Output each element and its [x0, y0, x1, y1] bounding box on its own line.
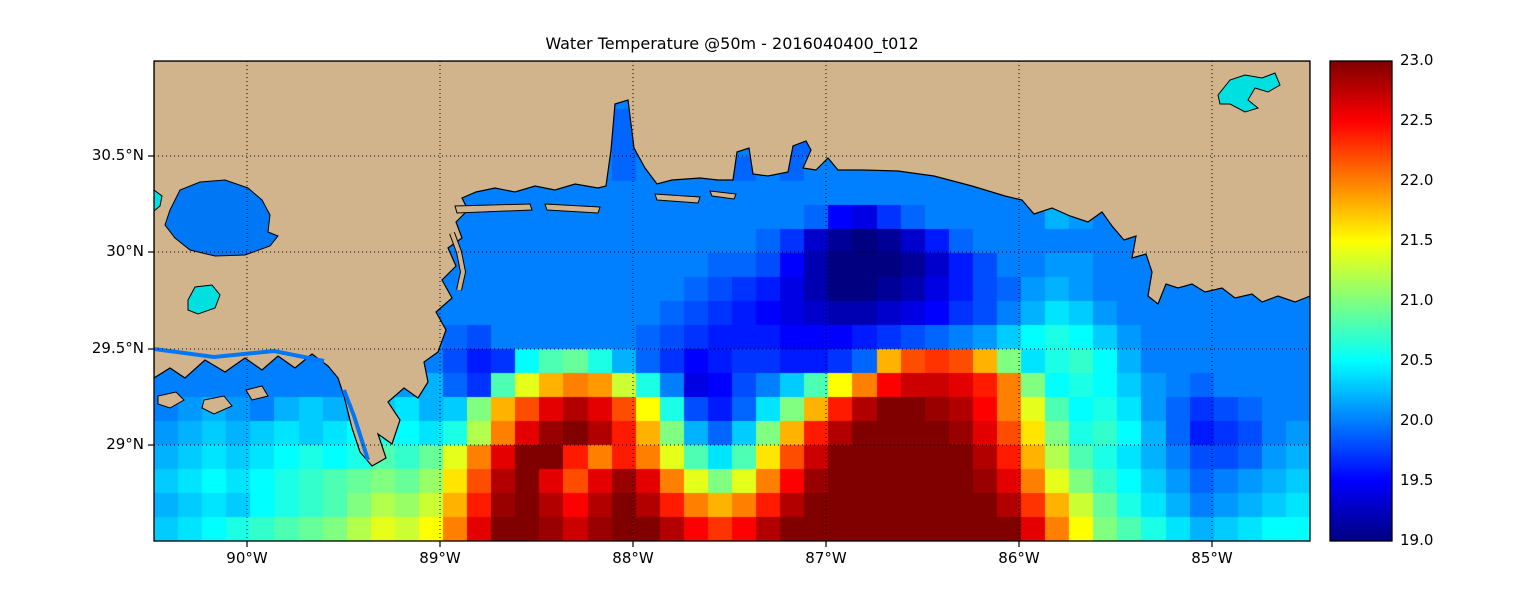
x-tick-label: 86°W — [998, 549, 1040, 567]
colorbar-tick-label: 19.0 — [1400, 531, 1434, 549]
x-tick-label: 90°W — [226, 549, 268, 567]
x-tick-label: 88°W — [612, 549, 654, 567]
colorbar-tick-label: 20.0 — [1400, 411, 1434, 429]
colorbar-tick-label: 22.0 — [1400, 171, 1434, 189]
heatmap-canvas — [154, 61, 1310, 541]
x-tick-label: 85°W — [1191, 549, 1233, 567]
colorbar-tick-label: 19.5 — [1400, 471, 1434, 489]
colorbar — [1330, 61, 1392, 541]
y-tick-label: 29°N — [106, 435, 144, 453]
y-tick-label: 30.5°N — [91, 146, 144, 164]
colorbar-tick-label: 20.5 — [1400, 351, 1434, 369]
chart-title: Water Temperature @50m - 2016040400_t012 — [545, 34, 919, 53]
colorbar-tick-label: 23.0 — [1400, 51, 1434, 69]
y-tick-label: 30°N — [106, 242, 144, 260]
x-tick-label: 89°W — [419, 549, 461, 567]
colorbar-tick-label: 22.5 — [1400, 111, 1434, 129]
x-tick-label: 87°W — [805, 549, 847, 567]
colorbar-tick-label: 21.5 — [1400, 231, 1434, 249]
colorbar-tick-label: 21.0 — [1400, 291, 1434, 309]
y-tick-label: 29.5°N — [91, 339, 144, 357]
